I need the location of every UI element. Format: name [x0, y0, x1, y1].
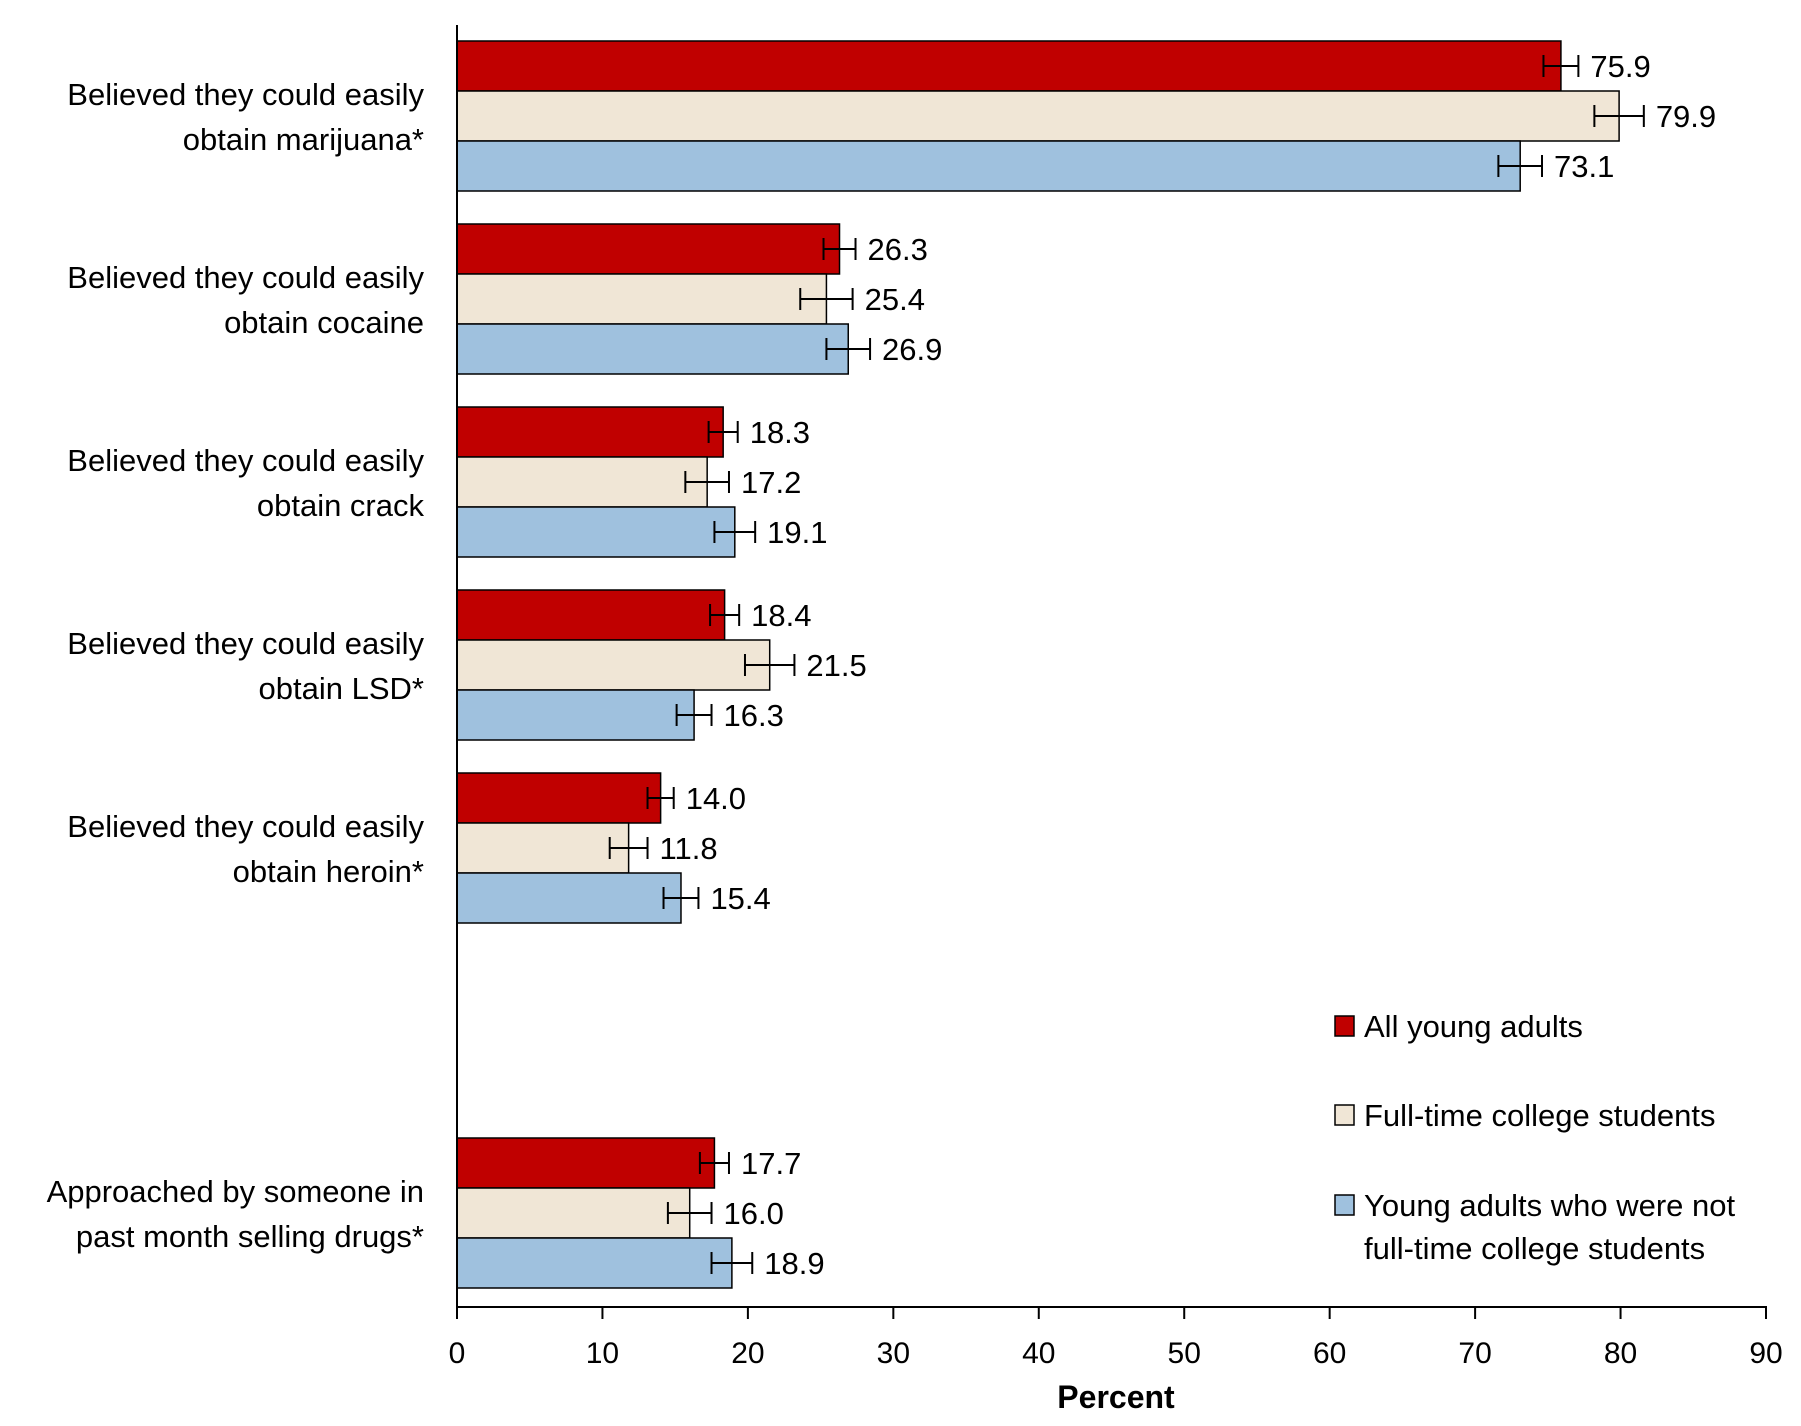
legend-label: All young adults	[1364, 1009, 1583, 1044]
bar	[456, 1187, 691, 1239]
error-bar	[799, 288, 854, 310]
value-label: 16.3	[724, 698, 784, 733]
error-bar	[710, 1252, 754, 1274]
legend-label: Full-time college students	[1364, 1098, 1716, 1133]
value-label: 18.4	[751, 598, 811, 633]
bar	[456, 1237, 733, 1289]
error-bar	[822, 238, 857, 260]
value-label: 26.9	[882, 332, 942, 367]
category-label: Believed they could easily	[67, 443, 424, 478]
error-bar	[713, 521, 757, 543]
value-label: 75.9	[1590, 49, 1650, 84]
x-axis-ticks: 0 10 20 30 40 50 60 70 80 90	[449, 1307, 1783, 1370]
value-label: 73.1	[1554, 149, 1614, 184]
axes: 0 10 20 30 40 50 60 70 80 90 Percent	[449, 25, 1783, 1415]
bar	[456, 323, 849, 375]
legend-swatch	[1334, 1104, 1355, 1126]
category-label: Believed they could easily	[67, 260, 424, 295]
x-tick-label: 30	[877, 1337, 910, 1370]
error-bar	[608, 837, 649, 859]
value-label: 17.2	[741, 465, 801, 500]
bar	[456, 772, 662, 824]
value-label: 18.3	[750, 415, 810, 450]
x-tick-label: 20	[731, 1337, 764, 1370]
bar	[456, 140, 1521, 192]
bar	[456, 90, 1620, 142]
error-bar	[743, 654, 796, 676]
x-tick-label: 0	[449, 1337, 466, 1370]
error-bar	[825, 338, 872, 360]
category-label: obtain marijuana*	[183, 122, 424, 157]
value-label: 21.5	[806, 648, 866, 683]
value-labels-layer: 75.979.9 73.1 26.3 25.4 26.9 18.3 17.2 19.1 18.4…	[660, 49, 1717, 1281]
value-label: 26.3	[868, 232, 928, 267]
bar	[456, 689, 695, 741]
value-label: 16.0	[724, 1196, 784, 1231]
x-tick-label: 80	[1604, 1337, 1637, 1370]
bar	[456, 506, 736, 558]
error-bar	[1542, 55, 1580, 77]
value-label: 25.4	[865, 282, 925, 317]
error-bar	[666, 1202, 713, 1224]
x-tick-label: 50	[1168, 1337, 1201, 1370]
value-label: 15.4	[710, 881, 770, 916]
category-label: obtain cocaine	[224, 305, 424, 340]
bars-layer	[456, 40, 1620, 1289]
x-tick-label: 10	[586, 1337, 619, 1370]
category-label: Approached by someone in	[47, 1174, 424, 1209]
bar	[456, 822, 630, 874]
category-label: obtain heroin*	[233, 854, 424, 889]
bar	[456, 406, 724, 458]
legend-swatch	[1334, 1015, 1355, 1037]
x-tick-label: 90	[1749, 1337, 1782, 1370]
category-labels-layer: Believed they could easily obtain marijua…	[47, 77, 425, 1254]
bar	[456, 40, 1562, 92]
error-bar	[646, 787, 675, 809]
value-label: 19.1	[767, 515, 827, 550]
x-tick-label: 70	[1458, 1337, 1491, 1370]
error-bar	[709, 604, 741, 626]
error-bar	[1497, 155, 1544, 177]
x-tick-label: 40	[1022, 1337, 1055, 1370]
x-tick-label: 60	[1313, 1337, 1346, 1370]
category-label: Believed they could easily	[67, 626, 424, 661]
legend-label: Young adults who were not	[1364, 1188, 1736, 1223]
error-bar	[675, 704, 713, 726]
category-label: past month selling drugs*	[76, 1219, 424, 1254]
error-bar	[684, 471, 730, 493]
error-bar	[707, 421, 739, 443]
value-label: 79.9	[1656, 99, 1716, 134]
legend-swatch	[1334, 1194, 1355, 1216]
bar	[456, 872, 682, 924]
value-label: 11.8	[660, 831, 718, 866]
error-bars-layer	[608, 55, 1645, 1274]
value-label: 18.9	[764, 1246, 824, 1281]
category-label: obtain crack	[257, 488, 425, 523]
error-bar	[662, 887, 700, 909]
bar	[456, 223, 841, 275]
bar	[456, 456, 708, 508]
legend: All young adults Full-time college studen…	[1334, 1009, 1736, 1266]
error-bar	[698, 1152, 730, 1174]
bar	[456, 273, 828, 325]
x-axis-title: Percent	[1057, 1379, 1175, 1415]
category-label: obtain LSD*	[259, 671, 424, 706]
value-label: 14.0	[686, 781, 746, 816]
bar	[456, 589, 726, 641]
category-label: Believed they could easily	[67, 809, 424, 844]
bar	[456, 1137, 716, 1189]
category-label: Believed they could easily	[67, 77, 424, 112]
legend-label: full-time college students	[1364, 1231, 1705, 1266]
value-label: 17.7	[741, 1146, 801, 1181]
error-bar	[1593, 105, 1645, 127]
bar	[456, 639, 771, 691]
